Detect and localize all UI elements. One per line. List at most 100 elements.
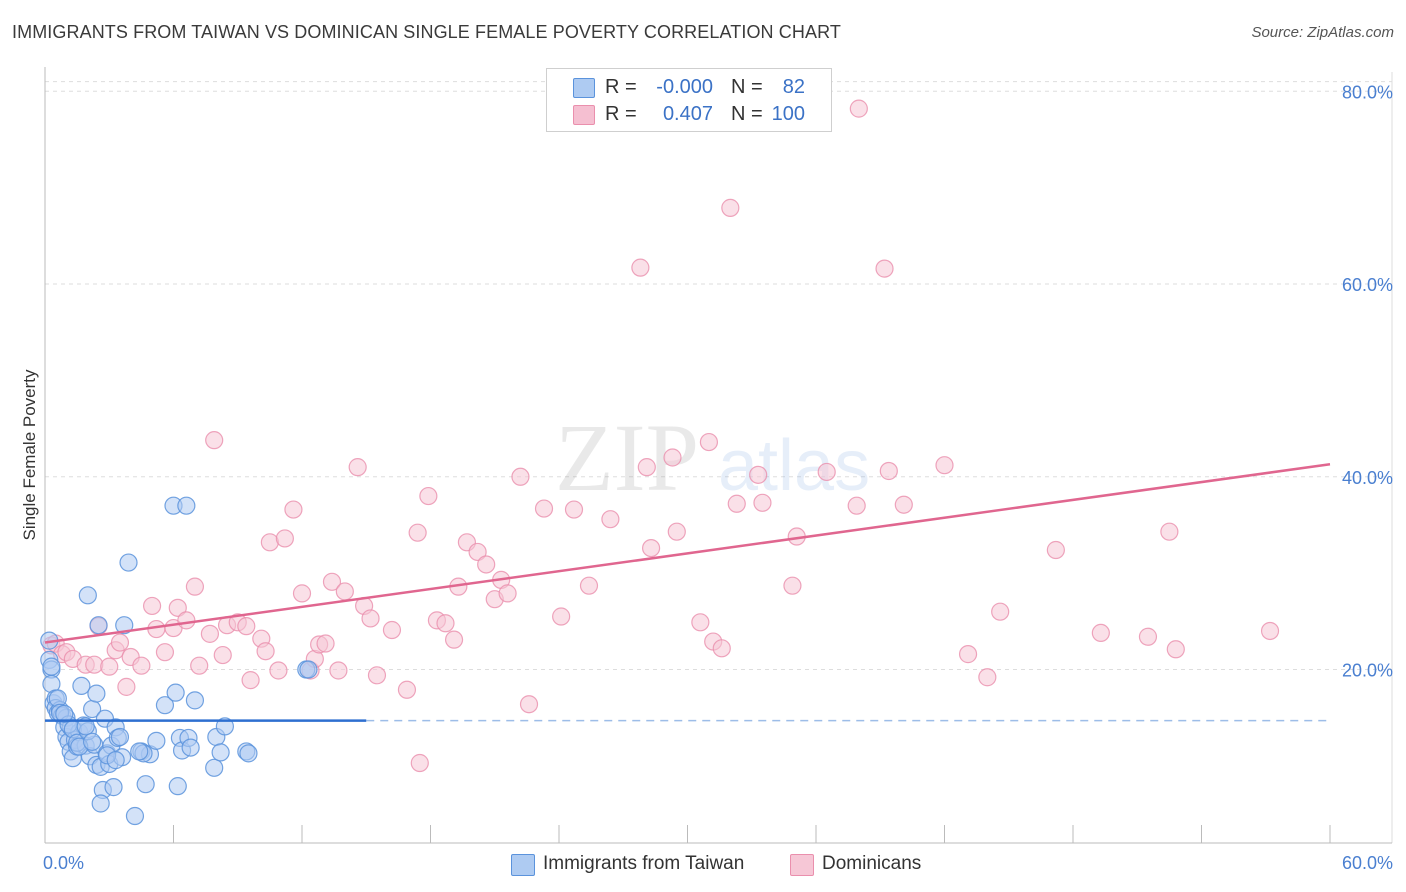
dominicans-point <box>436 614 455 633</box>
taiwan-point <box>104 778 123 797</box>
y-tick-label: 20.0% <box>1342 661 1393 681</box>
dominicans-point <box>1260 621 1280 641</box>
chart-title: IMMIGRANTS FROM TAIWAN VS DOMINICAN SING… <box>12 22 841 42</box>
taiwan-point <box>205 758 224 777</box>
dominicans-point <box>991 602 1010 621</box>
legend-label-dominicans: Dominicans <box>822 853 922 874</box>
legend-swatch-dominicans <box>573 105 595 125</box>
taiwan-point <box>91 794 110 813</box>
taiwan-point <box>136 775 155 794</box>
dominicans-point <box>534 499 554 518</box>
dominicans-point <box>699 432 719 452</box>
dominicans-point <box>564 500 584 519</box>
dominicans-point <box>348 458 367 477</box>
taiwan-point <box>211 743 230 762</box>
dominicans-point <box>361 609 380 628</box>
dominicans-point <box>601 510 620 529</box>
source-credit: Source: ZipAtlas.com <box>1251 24 1394 41</box>
legend-swatch-taiwan <box>511 854 535 876</box>
dominicans-point <box>468 542 487 562</box>
taiwan-point <box>42 657 61 676</box>
dominicans-point <box>691 613 710 632</box>
dominicans-point <box>142 596 162 616</box>
dominicans-point <box>382 620 402 640</box>
dominicans-point <box>875 259 894 278</box>
dominicans-point <box>237 617 256 636</box>
legend-row-taiwan: R = -0.000 N = 82 <box>547 73 831 101</box>
legend-swatch-taiwan <box>573 78 595 98</box>
dominicans-point <box>935 456 954 475</box>
dominicans-point <box>110 633 130 652</box>
legend-row-dominicans: R = 0.407 N = 100 <box>547 100 831 128</box>
dominicans-point <box>641 538 661 558</box>
legend-r-value: -0.000 <box>656 76 713 98</box>
dominicans-point <box>408 523 427 542</box>
taiwan-points <box>40 496 318 826</box>
taiwan-point <box>125 806 145 826</box>
dominicans-point <box>185 577 205 596</box>
dominicans-point <box>444 630 464 649</box>
dominicans-point <box>275 529 294 548</box>
tick-labels: 20.0% 40.0% 60.0% 80.0% 0.0% 60.0% <box>43 82 1393 873</box>
dominicans-point <box>322 572 342 591</box>
legend-r-label: R = <box>605 76 637 98</box>
taiwan-point <box>155 696 175 715</box>
y-tick-label: 40.0% <box>1342 468 1393 488</box>
dominicans-point <box>817 462 836 482</box>
dominicans-point <box>511 467 530 486</box>
dominicans-point <box>269 661 288 680</box>
taiwan-point <box>119 553 138 572</box>
legend-n-value: 82 <box>782 76 805 98</box>
dominicans-point <box>721 198 740 217</box>
dominicans-point <box>498 584 517 603</box>
dominicans-point <box>155 643 175 662</box>
gridlines <box>45 72 1393 843</box>
taiwan-point <box>76 717 95 736</box>
dominicans-point <box>335 582 354 601</box>
trend-lines <box>44 463 1331 722</box>
legend-r-label: R = <box>605 103 637 125</box>
dominicans-point <box>847 496 866 515</box>
y-axis-label: Single Female Poverty <box>20 369 39 541</box>
axes <box>44 67 1392 844</box>
dominicans-point <box>753 493 772 512</box>
legend-n-label: N = <box>731 76 763 98</box>
legend-label-taiwan: Immigrants from Taiwan <box>543 853 745 874</box>
dominicans-point <box>260 533 279 552</box>
taiwan-point <box>110 727 130 747</box>
dominicans-point <box>1138 627 1158 646</box>
taiwan-point <box>106 751 125 770</box>
taiwan-point <box>115 616 134 635</box>
dominicans-point <box>329 661 348 680</box>
dominicans-point <box>519 695 539 714</box>
dominicans-point <box>205 431 224 450</box>
dominicans-point <box>783 576 802 595</box>
dominicans-point <box>190 656 209 675</box>
dominicans-point <box>894 495 913 514</box>
taiwan-point <box>147 731 166 750</box>
taiwan-point <box>215 717 234 736</box>
dominicans-point <box>1046 540 1065 560</box>
dominicans-trend-line <box>44 463 1331 644</box>
dominicans-point <box>712 639 731 658</box>
y-tick-label: 80.0% <box>1342 82 1393 102</box>
dominicans-point <box>663 448 682 467</box>
dominicans-point <box>419 486 438 506</box>
taiwan-point <box>55 704 74 723</box>
dominicans-point <box>631 258 650 277</box>
dominicans-point <box>168 598 187 617</box>
dominicans-point <box>477 555 496 574</box>
dominicans-point <box>552 607 571 626</box>
dominicans-point <box>367 666 387 685</box>
x-tick-label: 60.0% <box>1342 853 1393 873</box>
dominicans-point <box>177 611 196 630</box>
legend-n-label: N = <box>731 103 763 125</box>
taiwan-point <box>130 742 149 761</box>
legend-swatch-dominicans <box>790 854 814 876</box>
legend-n-value: 100 <box>771 103 805 125</box>
dominicans-point <box>1166 640 1185 659</box>
dominicans-point <box>667 522 686 541</box>
taiwan-point <box>299 660 318 679</box>
taiwan-point <box>168 777 187 796</box>
